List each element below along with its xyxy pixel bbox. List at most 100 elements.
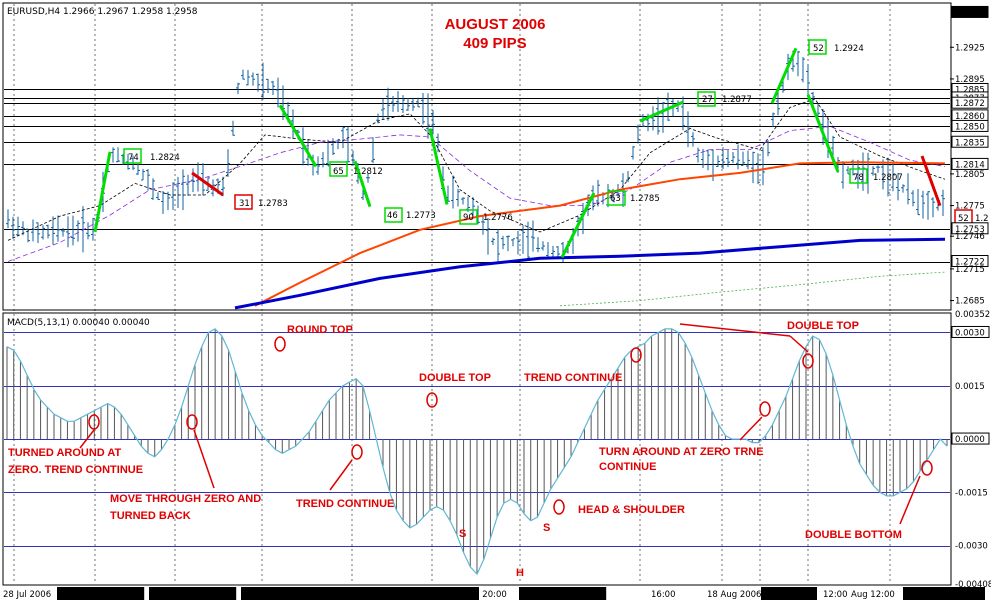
price-tick-box-8 xyxy=(951,119,989,132)
macd-tick-label-7: -0.00408 xyxy=(955,580,991,590)
annotation-arrow-7 xyxy=(789,335,809,353)
trade-label-8-price: 1.2924 xyxy=(834,44,864,54)
price-tick-label-2: 1.2925 xyxy=(955,43,985,53)
annotation-s-right: S xyxy=(543,522,550,534)
price-tick-label-1: 1.2958 xyxy=(955,8,985,18)
time-label-12: 12:00 xyxy=(823,590,848,600)
price-tick-label-3: 1.2895 xyxy=(955,75,985,85)
time-label-bg-3 xyxy=(149,587,237,600)
annotation-circle-7 xyxy=(759,401,771,417)
chart-title: AUGUST 2006 xyxy=(445,16,546,33)
macd-line xyxy=(6,328,948,576)
time-label-5: 2006.08.08 20:00 xyxy=(321,590,397,600)
trade-label-9-pips: 78 xyxy=(853,173,864,183)
time-label-13: Aug 12:00 xyxy=(851,590,895,600)
trade-segment-1 xyxy=(93,151,112,233)
annotation-turn-around-1: TURN AROUND AT ZERO TRNE xyxy=(599,446,764,458)
time-label-8: 2006.08.14 20:00 xyxy=(521,590,597,600)
time-label-14: 2006.08.24 8:00 xyxy=(905,590,975,600)
time-label-bg-8 xyxy=(519,587,607,600)
annotation-circle-5 xyxy=(426,392,438,408)
trade-segment-5 xyxy=(428,128,449,205)
annotation-circle-10 xyxy=(921,460,933,476)
trade-label-2-price: 1.2783 xyxy=(258,199,288,209)
price-tick-label-8: 1.2850 xyxy=(955,122,985,132)
annotation-circle-8 xyxy=(802,353,814,369)
macd-tick-label-4: 0.0000 xyxy=(955,435,985,445)
time-label-2: 2006.08.01 12:00 xyxy=(59,590,135,600)
price-bars xyxy=(6,50,945,263)
price-levels xyxy=(4,89,950,263)
time-label-bg-4 xyxy=(241,587,323,600)
annotation-double-top-1: DOUBLE TOP xyxy=(419,372,491,384)
annotation-circle-2 xyxy=(186,414,198,430)
trade-label-3-pips: 65 xyxy=(333,167,344,177)
trade-box-4 xyxy=(384,207,403,223)
trade-label-6-price: 1.2785 xyxy=(630,194,660,204)
time-label-6: 2006.08.10 8:00 xyxy=(399,590,469,600)
moving-average-medium xyxy=(7,125,946,262)
price-tick-box-15 xyxy=(951,255,989,268)
chart-subtitle: 409 PIPS xyxy=(463,35,526,52)
trade-segment-10 xyxy=(920,155,942,207)
price-tick-label-7: 1.2860 xyxy=(955,112,985,122)
annotation-double-bottom: DOUBLE BOTTOM xyxy=(805,529,902,541)
annotation-arrow-2 xyxy=(193,429,215,489)
trade-box-2 xyxy=(234,194,253,210)
annotation-head-shoulder: HEAD & SHOULDER xyxy=(578,504,685,516)
trade-label-5-pips: 90 xyxy=(463,213,474,223)
price-tick-label-17: 1.2685 xyxy=(955,297,985,307)
price-tick-label-13: 1.2753 xyxy=(955,225,985,235)
trade-label-5-price: 1.2776 xyxy=(483,213,513,223)
time-label-bg-2 xyxy=(57,587,145,600)
annotation-circle-9 xyxy=(553,499,565,515)
price-tick-label-15: 1.2722 xyxy=(955,258,985,268)
annotation-arrow-6 xyxy=(679,323,791,337)
annotation-double-top-2: DOUBLE TOP xyxy=(787,320,859,332)
macd-label: MACD(5,13,1) 0.00040 0.00040 xyxy=(7,318,150,328)
price-tick-box-6 xyxy=(951,96,989,109)
time-label-1: 28 Jul 2006 xyxy=(3,590,51,600)
macd-tick-box-4 xyxy=(951,432,990,445)
trade-label-7-price: 1.2877 xyxy=(722,95,752,105)
macd-tick-label-5: -0.0015 xyxy=(955,488,988,498)
price-tick-box-9 xyxy=(951,135,989,148)
trade-label-4-pips: 46 xyxy=(387,211,398,221)
trade-box-1 xyxy=(123,148,142,164)
price-tick-label-11: 1.2805 xyxy=(955,170,985,180)
time-label-10: 18 Aug 2006 xyxy=(707,590,761,600)
trade-label-3-price: 1.2812 xyxy=(353,167,383,177)
macd-tick-box-2 xyxy=(951,325,990,338)
macd-tick-label-6: -0.0030 xyxy=(955,542,988,552)
annotation-move-through-2: TURNED BACK xyxy=(110,510,191,522)
trade-label-1-price: 1.2824 xyxy=(150,153,180,163)
trade-segment-7 xyxy=(639,100,684,123)
macd-pane-frame xyxy=(2,312,952,586)
trade-segment-4 xyxy=(353,160,372,208)
vertical-separators xyxy=(13,4,891,584)
trade-label-4-price: 1.2773 xyxy=(406,211,436,221)
trade-box-8 xyxy=(808,39,827,55)
trade-box-9 xyxy=(849,168,868,184)
annotation-circle-3 xyxy=(274,336,286,352)
annotation-arrow-5 xyxy=(739,416,763,441)
trade-box-7 xyxy=(697,91,716,107)
annotation-turned-around-2: ZERO. TREND CONTINUE xyxy=(8,464,143,476)
annotation-s-left: S xyxy=(459,528,466,540)
time-label-3: 2006.08.03 12:00 xyxy=(151,590,227,600)
trade-label-8-pips: 52 xyxy=(813,44,824,54)
price-tick-label-14: 1.2746 xyxy=(955,232,985,242)
annotation-turned-around-1: TURNED AROUND AT xyxy=(8,447,122,459)
trade-label-1-pips: 74 xyxy=(128,153,139,163)
trade-box-6 xyxy=(607,190,626,206)
trade-label-10-pips: 52 xyxy=(958,214,969,224)
annotation-arrow-4 xyxy=(899,475,921,525)
annotation-circles xyxy=(88,336,933,515)
time-label-11: 2006.08.21 xyxy=(763,590,812,600)
annotation-circle-1 xyxy=(88,414,100,430)
trade-label-2-pips: 31 xyxy=(239,199,250,209)
trade-box-3 xyxy=(329,161,348,177)
moving-average-long xyxy=(234,237,946,310)
